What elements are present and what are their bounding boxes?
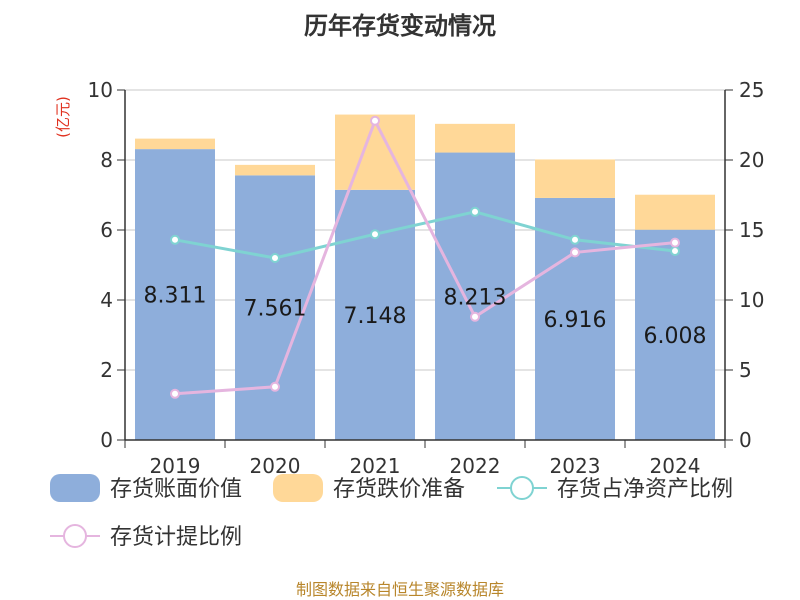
left-tick-label: 10 bbox=[88, 78, 113, 102]
x-tick-label: 2019 bbox=[150, 454, 201, 478]
left-axis-unit: (亿元) bbox=[54, 96, 72, 138]
bar-value-label: 7.148 bbox=[344, 304, 407, 329]
legend-swatch bbox=[273, 474, 323, 502]
bar-inventory-impairment bbox=[635, 194, 715, 230]
point-provision-ratio bbox=[470, 311, 480, 322]
bar-inventory-impairment bbox=[235, 164, 315, 176]
right-tick-label: 20 bbox=[739, 148, 764, 172]
legend-label: 存货账面价值 bbox=[110, 477, 242, 502]
chart-title: 历年存货变动情况 bbox=[304, 12, 496, 40]
right-tick-label: 5 bbox=[739, 358, 752, 382]
point-net-asset-ratio bbox=[670, 246, 680, 256]
left-tick-label: 8 bbox=[100, 148, 113, 172]
lines bbox=[170, 115, 680, 399]
point-provision-ratio bbox=[170, 388, 180, 399]
point-net-asset-ratio bbox=[270, 253, 280, 263]
left-tick-label: 2 bbox=[100, 358, 113, 382]
legend-swatch bbox=[50, 474, 100, 502]
bar-value-label: 8.213 bbox=[444, 285, 507, 310]
right-tick-label: 15 bbox=[739, 218, 764, 242]
left-tick-label: 4 bbox=[100, 288, 113, 312]
x-tick-label: 2024 bbox=[650, 454, 701, 478]
point-net-asset-ratio bbox=[370, 229, 380, 240]
point-net-asset-ratio bbox=[170, 234, 180, 245]
bar-inventory-value bbox=[635, 229, 715, 440]
x-tick-label: 2021 bbox=[350, 454, 401, 478]
point-provision-ratio bbox=[570, 247, 580, 258]
bar-inventory-impairment bbox=[335, 114, 415, 190]
gridlines bbox=[125, 89, 725, 371]
line-series-provision-ratio bbox=[174, 117, 676, 396]
x-tick-label: 2022 bbox=[450, 454, 501, 478]
bar-value-label: 6.008 bbox=[644, 324, 707, 349]
legend-label: 存货计提比例 bbox=[110, 525, 242, 550]
bar-value-labels: 8.311 7.561 7.148 8.213 6.916 6.008 bbox=[144, 284, 707, 349]
legend-swatch-marker bbox=[63, 524, 87, 548]
bars bbox=[135, 114, 715, 441]
legend-label: 存货占净资产比例 bbox=[557, 477, 733, 502]
bar-inventory-value bbox=[235, 175, 315, 441]
point-provision-ratio bbox=[370, 115, 380, 126]
bar-inventory-impairment bbox=[435, 123, 515, 153]
right-tick-label: 25 bbox=[739, 78, 764, 102]
bar-value-label: 8.311 bbox=[144, 284, 207, 309]
x-tick-label: 2023 bbox=[550, 454, 601, 478]
bar-inventory-impairment bbox=[135, 138, 215, 150]
legend-label: 存货跌价准备 bbox=[333, 477, 465, 502]
line-series-net-asset-ratio bbox=[174, 210, 676, 260]
bar-inventory-impairment bbox=[535, 159, 615, 198]
bar-value-label: 7.561 bbox=[244, 297, 307, 322]
point-provision-ratio bbox=[670, 237, 680, 248]
bar-value-label: 6.916 bbox=[544, 308, 607, 333]
point-net-asset-ratio bbox=[570, 234, 580, 245]
right-tick-label: 0 bbox=[739, 428, 752, 452]
right-tick-label: 10 bbox=[739, 288, 764, 312]
point-provision-ratio bbox=[270, 381, 280, 392]
left-tick-label: 0 bbox=[100, 428, 113, 452]
left-tick-label: 6 bbox=[100, 218, 113, 242]
legend-swatch-marker bbox=[510, 476, 534, 500]
bar-inventory-value bbox=[435, 152, 515, 441]
point-net-asset-ratio bbox=[470, 206, 480, 217]
source-note: 制图数据来自恒生聚源数据库 bbox=[296, 580, 504, 599]
